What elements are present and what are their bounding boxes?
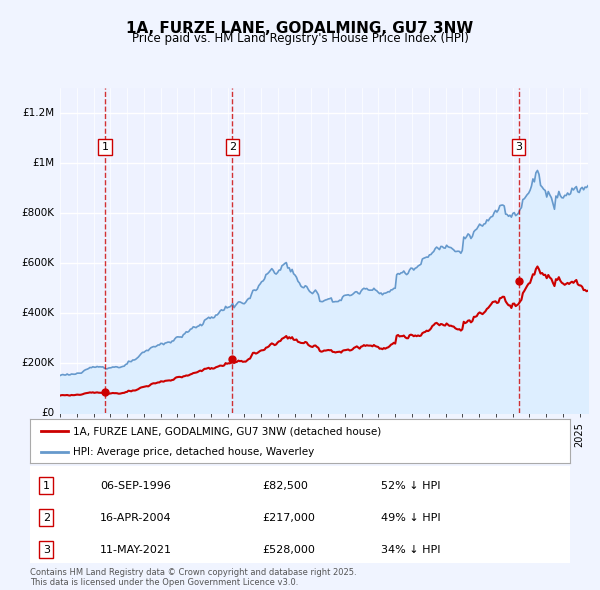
Text: £528,000: £528,000 — [262, 545, 315, 555]
Text: £800K: £800K — [22, 208, 55, 218]
Text: 16-APR-2004: 16-APR-2004 — [100, 513, 172, 523]
Text: £600K: £600K — [22, 258, 55, 268]
Text: 1A, FURZE LANE, GODALMING, GU7 3NW: 1A, FURZE LANE, GODALMING, GU7 3NW — [127, 21, 473, 35]
Text: £1.2M: £1.2M — [23, 109, 55, 119]
Text: HPI: Average price, detached house, Waverley: HPI: Average price, detached house, Wave… — [73, 447, 314, 457]
Text: 52% ↓ HPI: 52% ↓ HPI — [381, 481, 440, 490]
Text: £217,000: £217,000 — [262, 513, 315, 523]
Text: £0: £0 — [41, 408, 55, 418]
Text: Contains HM Land Registry data © Crown copyright and database right 2025.
This d: Contains HM Land Registry data © Crown c… — [30, 568, 356, 587]
Text: 2: 2 — [229, 142, 236, 152]
Text: 11-MAY-2021: 11-MAY-2021 — [100, 545, 172, 555]
Text: £82,500: £82,500 — [262, 481, 308, 490]
Text: £400K: £400K — [22, 308, 55, 318]
Text: 1: 1 — [43, 481, 50, 490]
Text: 2: 2 — [43, 513, 50, 523]
Text: Price paid vs. HM Land Registry's House Price Index (HPI): Price paid vs. HM Land Registry's House … — [131, 32, 469, 45]
Text: 1A, FURZE LANE, GODALMING, GU7 3NW (detached house): 1A, FURZE LANE, GODALMING, GU7 3NW (deta… — [73, 427, 382, 436]
Text: 3: 3 — [515, 142, 522, 152]
Text: 3: 3 — [43, 545, 50, 555]
Text: 34% ↓ HPI: 34% ↓ HPI — [381, 545, 440, 555]
Text: 1: 1 — [101, 142, 109, 152]
Text: £1M: £1M — [32, 158, 55, 168]
Text: 49% ↓ HPI: 49% ↓ HPI — [381, 513, 440, 523]
Text: £200K: £200K — [22, 358, 55, 368]
Text: 06-SEP-1996: 06-SEP-1996 — [100, 481, 171, 490]
